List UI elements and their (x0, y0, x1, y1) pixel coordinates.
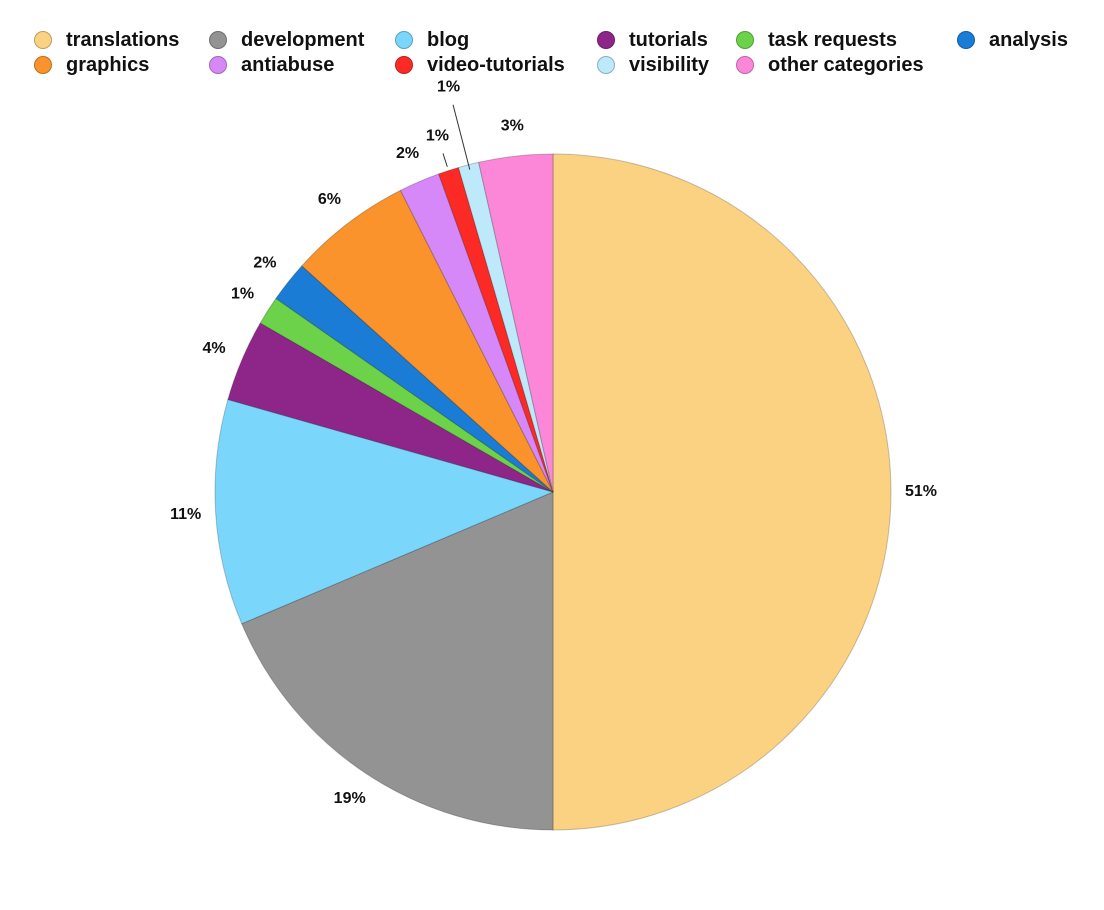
pct-label-analysis: 2% (253, 254, 276, 271)
pie-slice-blog (214, 398, 555, 625)
legend-item-visibility: visibility (597, 53, 709, 77)
legend-swatch (209, 31, 227, 49)
pie-slice-video-tutorials (438, 166, 554, 493)
pie-slice-graphics (301, 189, 554, 493)
legend-label: analysis (989, 28, 1068, 51)
pct-label-task-requests: 1% (231, 286, 254, 303)
legend-item-other-categories: other categories (736, 53, 924, 77)
legend-swatch (736, 56, 754, 74)
legend-label: blog (427, 28, 470, 51)
legend-item-tutorials: tutorials (597, 28, 708, 52)
pct-label-blog: 11% (170, 506, 201, 523)
legend-swatch (736, 31, 754, 49)
pct-label-visibility: 1% (437, 79, 460, 96)
pie-slice-other-categories (478, 153, 554, 493)
legend-label: task requests (768, 28, 897, 51)
pie-slice-tutorials (227, 322, 554, 493)
legend-swatch (597, 31, 615, 49)
pie-slice-translations (552, 153, 892, 831)
legend-label: tutorials (629, 28, 708, 51)
label-leader-line (442, 153, 448, 167)
legend-swatch (395, 56, 413, 74)
legend-label: other categories (768, 53, 924, 76)
legend-item-task-requests: task requests (736, 28, 897, 52)
legend-item-graphics: graphics (34, 53, 149, 77)
legend-item-video-tutorials: video-tutorials (395, 53, 565, 77)
pie-slice-task-requests (259, 297, 554, 493)
legend-item-blog: blog (395, 28, 469, 52)
pie-slice-analysis (275, 265, 554, 493)
pct-label-other-categories: 3% (501, 118, 524, 135)
legend-swatch (597, 56, 615, 74)
legend-label: development (241, 28, 365, 51)
chart-legend: translations development blog tutorials task… (0, 0, 1104, 80)
legend-swatch (34, 56, 52, 74)
legend-label: graphics (66, 53, 150, 76)
pct-label-tutorials: 4% (203, 340, 226, 357)
legend-item-development: development (209, 28, 364, 52)
legend-item-translations: translations (34, 28, 179, 52)
pie-slice-development (241, 491, 554, 831)
label-leader-line (452, 104, 471, 170)
legend-label: video-tutorials (427, 53, 565, 76)
pct-label-antiabuse: 2% (396, 145, 419, 162)
legend-label: translations (66, 28, 180, 51)
pct-label-graphics: 6% (318, 191, 341, 208)
legend-swatch (957, 31, 975, 49)
legend-label: antiabuse (241, 53, 335, 76)
pct-label-video-tutorials: 1% (426, 128, 449, 145)
legend-item-antiabuse: antiabuse (209, 53, 334, 77)
legend-swatch (209, 56, 227, 74)
legend-swatch (34, 31, 52, 49)
legend-label: visibility (629, 53, 710, 76)
legend-swatch (395, 31, 413, 49)
legend-item-analysis: analysis (957, 28, 1068, 52)
pie-slice-antiabuse (399, 173, 554, 493)
pct-label-development: 19% (334, 790, 366, 807)
pct-label-translations: 51% (905, 483, 937, 500)
